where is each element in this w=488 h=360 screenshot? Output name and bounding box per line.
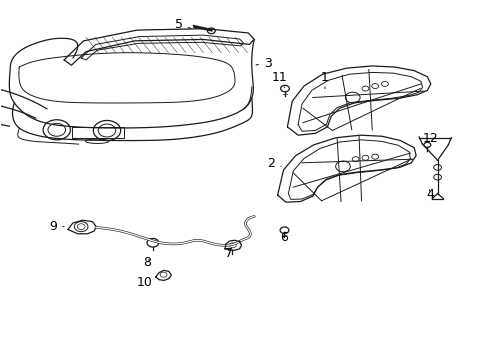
Text: 3: 3 [256,57,271,70]
Text: 5: 5 [174,18,190,31]
Text: 7: 7 [224,247,232,260]
Text: 9: 9 [49,220,64,233]
Text: 11: 11 [271,71,287,87]
Text: 4: 4 [426,188,434,201]
Text: 8: 8 [142,256,151,269]
Text: 10: 10 [136,276,156,289]
Text: 12: 12 [422,132,438,145]
Text: 6: 6 [280,231,288,244]
Text: 2: 2 [267,157,281,170]
Text: 1: 1 [320,71,328,89]
